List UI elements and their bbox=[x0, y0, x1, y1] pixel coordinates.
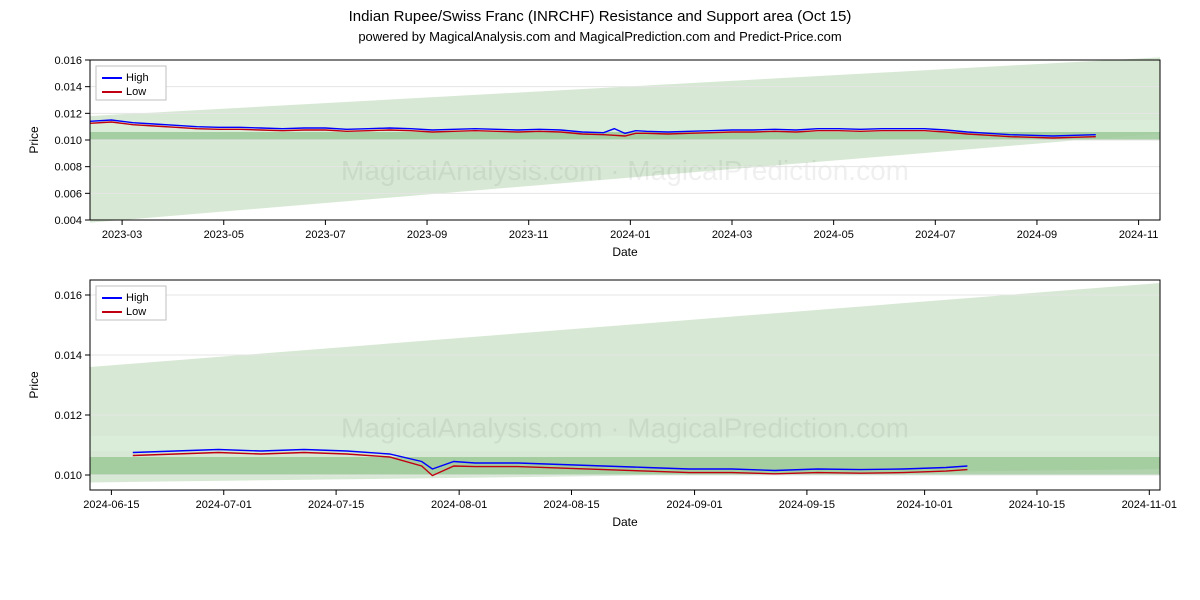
svg-text:MagicalAnalysis.com · Magica: MagicalAnalysis.com · MagicalPrediction.… bbox=[341, 155, 909, 186]
svg-text:2024-03: 2024-03 bbox=[712, 229, 752, 241]
svg-text:2024-06-15: 2024-06-15 bbox=[83, 499, 139, 511]
svg-text:0.014: 0.014 bbox=[54, 350, 82, 362]
svg-text:2023-09: 2023-09 bbox=[407, 229, 447, 241]
svg-text:0.014: 0.014 bbox=[54, 82, 82, 94]
svg-text:Date: Date bbox=[612, 515, 638, 529]
svg-text:2024-11: 2024-11 bbox=[1119, 229, 1159, 241]
chart-subtitle: powered by MagicalAnalysis.com and Magic… bbox=[0, 25, 1200, 50]
svg-text:0.016: 0.016 bbox=[54, 55, 82, 67]
svg-text:0.010: 0.010 bbox=[54, 135, 82, 147]
svg-text:2024-01: 2024-01 bbox=[610, 229, 650, 241]
svg-text:0.010: 0.010 bbox=[54, 470, 82, 482]
svg-text:2023-07: 2023-07 bbox=[305, 229, 345, 241]
svg-text:2024-10-01: 2024-10-01 bbox=[896, 499, 952, 511]
svg-text:Low: Low bbox=[126, 306, 146, 318]
svg-text:2024-05: 2024-05 bbox=[813, 229, 853, 241]
svg-text:Low: Low bbox=[126, 86, 146, 98]
svg-text:0.012: 0.012 bbox=[54, 410, 82, 422]
svg-text:2024-09-15: 2024-09-15 bbox=[779, 499, 835, 511]
chart-bottom: MagicalAnalysis.com · MagicalPrediction.… bbox=[20, 270, 1180, 530]
svg-text:0.016: 0.016 bbox=[54, 290, 82, 302]
svg-text:2023-05: 2023-05 bbox=[204, 229, 244, 241]
svg-text:0.012: 0.012 bbox=[54, 108, 82, 120]
svg-text:Price: Price bbox=[27, 371, 41, 399]
svg-text:2024-07-15: 2024-07-15 bbox=[308, 499, 364, 511]
svg-text:2023-03: 2023-03 bbox=[102, 229, 142, 241]
svg-text:MagicalAnalysis.com · Magica: MagicalAnalysis.com · MagicalPrediction.… bbox=[341, 413, 909, 444]
chart-top: MagicalAnalysis.com · MagicalPrediction.… bbox=[20, 50, 1180, 260]
svg-text:2024-10-15: 2024-10-15 bbox=[1009, 499, 1065, 511]
svg-text:0.008: 0.008 bbox=[54, 162, 82, 174]
svg-text:High: High bbox=[126, 292, 149, 304]
svg-text:Price: Price bbox=[27, 126, 41, 154]
svg-text:2024-09: 2024-09 bbox=[1017, 229, 1057, 241]
chart-bottom-svg: MagicalAnalysis.com · MagicalPrediction.… bbox=[20, 270, 1180, 530]
svg-text:0.004: 0.004 bbox=[54, 215, 82, 227]
svg-text:2024-09-01: 2024-09-01 bbox=[666, 499, 722, 511]
svg-text:2024-08-15: 2024-08-15 bbox=[543, 499, 599, 511]
svg-text:2024-08-01: 2024-08-01 bbox=[431, 499, 487, 511]
svg-text:2024-07-01: 2024-07-01 bbox=[196, 499, 252, 511]
svg-text:High: High bbox=[126, 72, 149, 84]
svg-text:2023-11: 2023-11 bbox=[509, 229, 549, 241]
svg-text:2024-11-01: 2024-11-01 bbox=[1122, 499, 1177, 511]
svg-text:0.006: 0.006 bbox=[54, 188, 82, 200]
chart-top-svg: MagicalAnalysis.com · MagicalPrediction.… bbox=[20, 50, 1180, 260]
svg-text:2024-07: 2024-07 bbox=[915, 229, 955, 241]
svg-text:Date: Date bbox=[612, 245, 638, 259]
chart-title: Indian Rupee/Swiss Franc (INRCHF) Resist… bbox=[0, 0, 1200, 25]
